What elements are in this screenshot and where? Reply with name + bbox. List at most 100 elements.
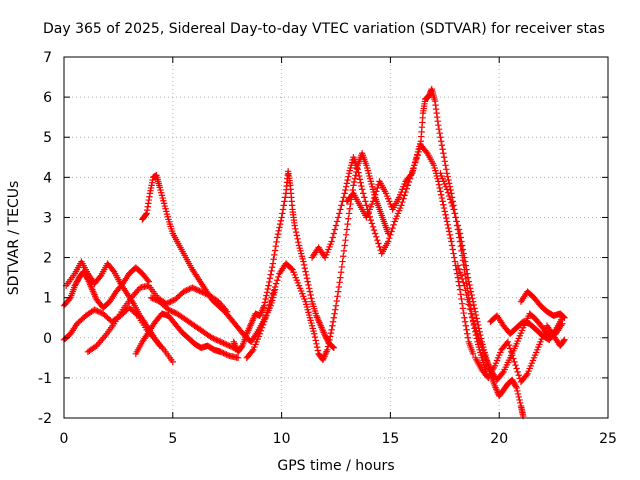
data-point-marker [510, 355, 517, 362]
data-point-marker [92, 307, 100, 314]
data-point-marker [259, 321, 267, 328]
data-point-marker [276, 220, 284, 228]
data-point-marker [473, 315, 480, 322]
x-tick-label: 25 [599, 431, 617, 447]
data-point-marker [363, 202, 370, 209]
data-point-marker [95, 308, 103, 315]
data-point-marker [453, 218, 460, 225]
data-point-marker [441, 158, 448, 165]
data-point-marker [459, 246, 467, 253]
data-point-marker [340, 253, 347, 260]
data-point-marker [466, 281, 473, 289]
data-point-marker [271, 283, 279, 291]
data-point-marker [513, 384, 520, 392]
data-point-marker [344, 220, 351, 228]
data-point-marker [332, 306, 339, 313]
data-point-marker [387, 231, 394, 239]
data-point-marker [448, 242, 456, 249]
data-point-marker [470, 320, 478, 327]
data-point-marker [467, 288, 475, 295]
data-point-marker [506, 345, 514, 352]
data-point-marker [234, 354, 242, 362]
data-point-marker [507, 348, 515, 356]
data-point-marker [447, 234, 454, 242]
data-point-marker [344, 176, 351, 184]
data-point-marker [463, 266, 470, 273]
data-point-marker [439, 146, 446, 153]
data-point-marker [291, 222, 298, 229]
data-point-marker [515, 393, 522, 401]
data-point-marker [447, 196, 454, 203]
data-point-marker [386, 234, 393, 242]
data-point-marker [278, 214, 285, 221]
data-point-marker [457, 291, 464, 298]
data-point-marker [308, 295, 315, 302]
data-point-marker [440, 201, 447, 208]
x-tick-label: 0 [60, 431, 69, 447]
series-arc-10 [308, 142, 477, 358]
data-point-marker [468, 313, 476, 321]
data-point-marker [147, 294, 155, 301]
data-point-marker [376, 243, 383, 251]
data-point-marker [279, 206, 287, 213]
data-point-marker [464, 296, 471, 303]
series-arc-15 [517, 288, 568, 321]
data-point-marker [340, 247, 348, 255]
data-point-marker [167, 298, 174, 305]
data-point-marker [461, 314, 468, 321]
data-point-marker [439, 198, 446, 205]
data-point-marker [328, 238, 335, 245]
data-point-marker [272, 242, 279, 250]
data-point-marker [266, 301, 273, 308]
data-point-marker [390, 221, 397, 228]
data-point-marker [302, 268, 309, 275]
data-point-marker [357, 179, 364, 186]
data-point-marker [350, 182, 357, 189]
series-arc-13 [454, 262, 566, 384]
data-point-marker [333, 297, 340, 305]
data-point-marker [462, 287, 469, 294]
data-point-marker [436, 130, 443, 137]
data-point-marker [282, 194, 289, 201]
data-point-marker [443, 218, 451, 225]
data-point-marker [443, 186, 451, 193]
x-tick-labels: 0 5 10 15 20 25 [60, 431, 617, 447]
data-point-marker [214, 337, 221, 344]
data-point-marker [341, 190, 348, 197]
data-point-marker [263, 289, 271, 296]
data-point-marker [337, 274, 344, 281]
data-point-marker [460, 250, 467, 257]
data-point-marker [217, 348, 224, 356]
data-point-marker [350, 178, 358, 186]
data-point-marker [347, 200, 354, 208]
y-axis-label: SDTVAR / TECUs [6, 181, 22, 296]
data-point-marker [469, 295, 476, 302]
data-point-marker [343, 180, 351, 187]
data-point-marker [292, 228, 300, 236]
data-point-marker [305, 285, 313, 292]
data-point-marker [437, 191, 445, 198]
data-point-marker [457, 272, 465, 279]
data-point-marker [454, 222, 462, 229]
data-point-marker [445, 176, 452, 184]
data-point-marker [351, 175, 359, 182]
data-point-marker [311, 330, 318, 337]
data-point-marker [314, 347, 322, 354]
data-point-marker [511, 358, 518, 366]
data-point-marker [313, 343, 321, 351]
data-point-marker [370, 194, 378, 202]
data-point-marker [334, 214, 342, 221]
data-point-marker [454, 262, 462, 269]
data-point-marker [466, 305, 474, 313]
data-point-marker [403, 185, 410, 192]
data-point-marker [474, 330, 481, 337]
data-point-marker [514, 390, 522, 398]
data-point-marker [153, 297, 161, 304]
data-point-marker [360, 190, 367, 197]
data-point-marker [306, 288, 314, 295]
data-point-marker [461, 318, 469, 325]
data-point-marker [475, 333, 482, 341]
data-point-marker [517, 399, 524, 407]
data-point-marker [361, 194, 368, 201]
series-arc-16 [472, 322, 568, 386]
